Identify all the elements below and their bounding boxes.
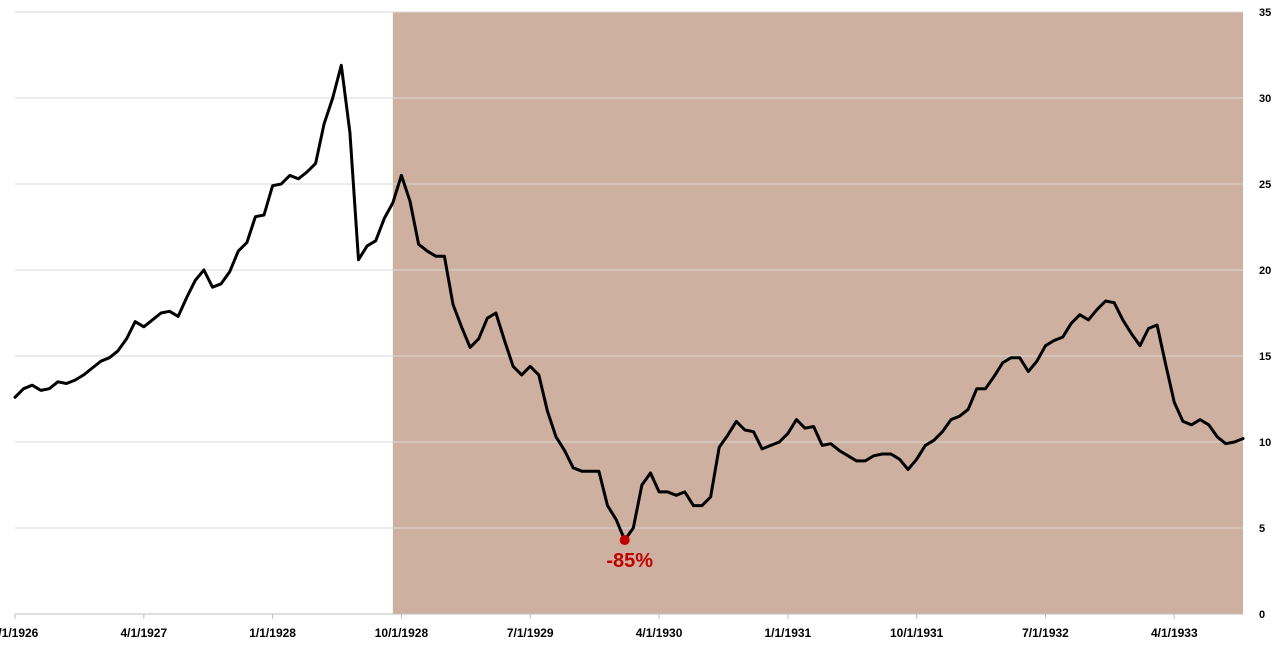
x-tick-label: 4/1/1933 — [1151, 626, 1198, 640]
shaded-region — [392, 12, 1243, 614]
x-tick-label: 7/1/1929 — [507, 626, 554, 640]
x-tick-label: 1/1/1931 — [765, 626, 812, 640]
annotations-layer: -85% — [606, 535, 653, 572]
trough-label: -85% — [606, 550, 653, 572]
y-tick-label: 0 — [1259, 609, 1265, 621]
x-tick-label: 10/1/1928 — [375, 626, 429, 640]
gridlines-layer — [15, 11, 1243, 615]
y-tick-label: 15 — [1259, 351, 1271, 363]
y-tick-label: 30 — [1259, 93, 1271, 105]
series-line-0 — [13, 63, 1245, 542]
x-tick-label: 10/1/1931 — [890, 626, 944, 640]
x-tick-label: 4/1/1930 — [636, 626, 683, 640]
x-axis: 1/1/1926 4/1/1927 1/1/1928 10/1/1928 7/1/192… — [0, 613, 1280, 640]
y-tick-label: 25 — [1259, 179, 1271, 191]
x-tick-label: 7/1/1932 — [1022, 626, 1069, 640]
y-tick-label: 35 — [1259, 7, 1271, 19]
x-tick-label: 1/1/1926 — [0, 626, 39, 640]
shaded-region-layer — [392, 12, 1243, 614]
trough-marker — [619, 535, 630, 546]
y-axis: 0 5 10 15 20 25 30 35 — [1259, 7, 1271, 621]
x-tick-label: 1/1/1928 — [249, 626, 296, 640]
y-tick-label: 10 — [1259, 437, 1271, 449]
y-tick-label: 20 — [1259, 265, 1271, 277]
y-tick-label: 5 — [1259, 523, 1265, 535]
series-layer — [13, 63, 1245, 542]
x-tick-label: 4/1/1927 — [120, 626, 167, 640]
